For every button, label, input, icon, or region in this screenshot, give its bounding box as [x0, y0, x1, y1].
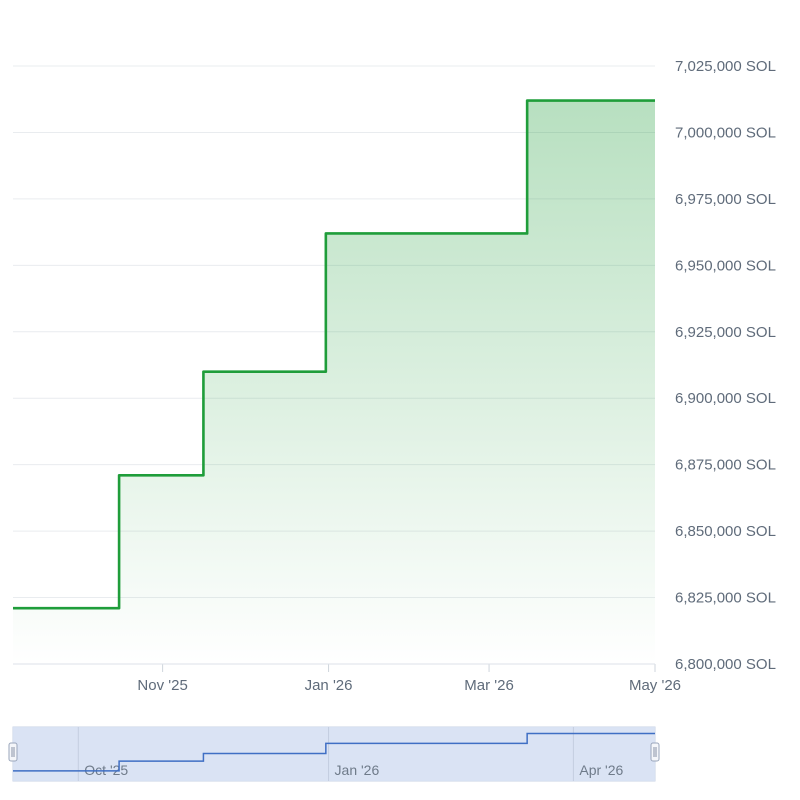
handle-grip[interactable]	[650, 742, 660, 762]
y-tick-label: 7,025,000 SOL	[675, 58, 776, 75]
range-navigator[interactable]: Oct '25 Jan '26 Apr '26	[8, 726, 660, 782]
navigator-tick-label: Jan '26	[335, 762, 380, 778]
x-axis: Nov '25 Jan '26 Mar '26 May '26	[13, 663, 681, 694]
navigator-right-handle[interactable]	[650, 742, 660, 762]
series-area-fill	[13, 100, 655, 665]
handle-grip[interactable]	[8, 742, 18, 762]
navigator-tick-label: Oct '25	[84, 762, 128, 778]
navigator-series-line	[13, 732, 655, 772]
y-tick-label: 6,925,000 SOL	[675, 324, 776, 341]
navigator-tick-label: Apr '26	[579, 762, 623, 778]
y-tick-label: 7,000,000 SOL	[675, 124, 776, 141]
x-tick-label: Mar '26	[464, 677, 514, 694]
y-tick-label: 6,850,000 SOL	[675, 523, 776, 540]
y-tick-label: 6,950,000 SOL	[675, 257, 776, 274]
series-line	[13, 99, 655, 610]
x-tick-label: Jan '26	[305, 677, 353, 694]
y-tick-label: 6,800,000 SOL	[675, 656, 776, 673]
navigator-left-handle[interactable]	[8, 742, 18, 762]
x-tick-label: May '26	[629, 677, 681, 694]
y-tick-label: 6,900,000 SOL	[675, 390, 776, 407]
y-axis: 6,800,000 SOL 6,825,000 SOL 6,850,000 SOL 6…	[675, 58, 776, 673]
y-tick-label: 6,875,000 SOL	[675, 457, 776, 474]
plot-area	[13, 99, 655, 665]
y-tick-label: 6,975,000 SOL	[675, 191, 776, 208]
navigator-selection[interactable]	[13, 727, 655, 781]
x-tick-label: Nov '25	[137, 677, 187, 694]
y-tick-label: 6,825,000 SOL	[675, 590, 776, 607]
